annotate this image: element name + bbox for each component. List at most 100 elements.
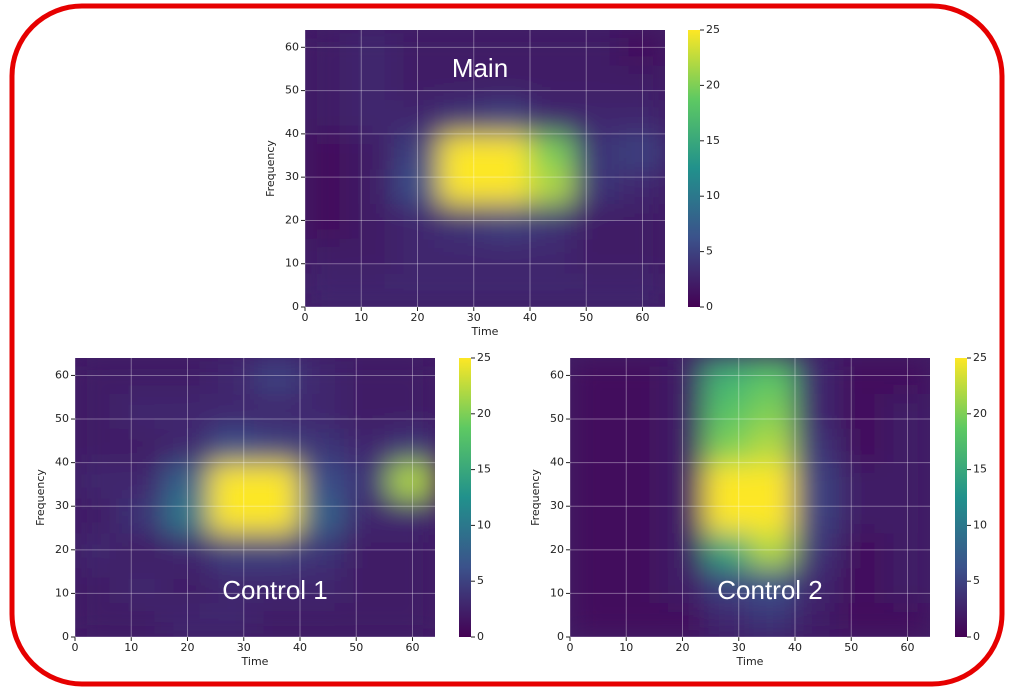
heatmap-cell xyxy=(305,202,351,239)
colorbar-tick-label: 25 xyxy=(706,23,720,36)
x-tick-label: 30 xyxy=(732,641,746,654)
colorbar-tick-label: 25 xyxy=(477,351,491,364)
heatmap-cell xyxy=(209,601,256,637)
panel-title: Main xyxy=(452,53,508,83)
heatmap-cell xyxy=(839,426,886,464)
heatmap-cell xyxy=(305,132,351,170)
heatmap-cell xyxy=(254,391,301,429)
heatmap-cell xyxy=(349,98,396,135)
panel-title: Control 2 xyxy=(717,575,823,605)
heatmap-cell xyxy=(659,531,706,569)
heatmap-cell xyxy=(254,566,301,604)
heatmap-cell xyxy=(164,601,211,637)
heatmap-cell xyxy=(839,391,886,429)
heatmap-cell xyxy=(574,30,621,66)
heatmap-cell xyxy=(484,236,531,274)
heatmap-cell xyxy=(344,391,391,429)
y-tick-label: 10 xyxy=(285,257,299,270)
colorbar-tick-label: 20 xyxy=(477,407,491,420)
heatmap-cell xyxy=(119,566,166,604)
heatmap-cell xyxy=(119,496,166,534)
heatmap-cell xyxy=(574,132,621,170)
heatmap-cell xyxy=(164,531,211,569)
panel-title: Control 1 xyxy=(222,575,328,605)
x-tick-label: 40 xyxy=(788,641,802,654)
heatmap-cell xyxy=(394,202,441,239)
heatmap-cell xyxy=(254,426,301,464)
heatmap-cell xyxy=(75,426,121,464)
heatmap-cell xyxy=(254,601,301,637)
heatmap-cell xyxy=(884,566,930,604)
heatmap-cell xyxy=(794,461,841,499)
y-tick-label: 50 xyxy=(550,412,564,425)
heatmap-cell xyxy=(439,63,486,101)
heatmap-cell xyxy=(749,391,796,429)
y-tick-label: 10 xyxy=(55,586,69,599)
heatmap-cell xyxy=(484,202,531,239)
heatmap-cell xyxy=(484,30,531,66)
heatmap-cell xyxy=(119,601,166,637)
heatmap-cell xyxy=(619,98,665,135)
heatmap-cell xyxy=(529,167,576,205)
heatmap-cell xyxy=(570,426,616,464)
heatmap-cell xyxy=(659,426,706,464)
heatmap-cell xyxy=(119,531,166,569)
heatmap-cell xyxy=(659,566,706,604)
heatmap-cell xyxy=(344,358,391,394)
heatmap-cell xyxy=(614,461,661,499)
heatmap-cells xyxy=(570,358,930,637)
x-tick-label: 20 xyxy=(181,641,195,654)
heatmap-cell xyxy=(349,236,396,274)
x-tick-label: 60 xyxy=(901,641,915,654)
heatmap-cell xyxy=(704,391,751,429)
heatmap-cell xyxy=(570,531,616,569)
heatmap-cell xyxy=(529,30,576,66)
heatmap-cell xyxy=(389,461,435,499)
x-tick-label: 20 xyxy=(411,311,425,324)
heatmap xyxy=(305,30,665,307)
heatmap-cell xyxy=(389,566,435,604)
x-tick-label: 50 xyxy=(579,311,593,324)
heatmap-cell xyxy=(75,566,121,604)
colorbar xyxy=(459,358,471,637)
heatmap-cell xyxy=(209,358,256,394)
heatmap-cell xyxy=(439,132,486,170)
heatmap-cell xyxy=(704,461,751,499)
heatmap-cell xyxy=(574,271,621,307)
heatmap-cell xyxy=(484,132,531,170)
y-tick-label: 40 xyxy=(55,456,69,469)
heatmap-cell xyxy=(839,461,886,499)
heatmap-cell xyxy=(254,461,301,499)
heatmap-cell xyxy=(619,132,665,170)
heatmap-cell xyxy=(75,496,121,534)
heatmap xyxy=(75,358,435,637)
colorbar-tick-label: 0 xyxy=(477,630,484,643)
heatmap-cell xyxy=(749,601,796,637)
x-tick-label: 30 xyxy=(237,641,251,654)
heatmap-cell xyxy=(349,63,396,101)
heatmap-cell xyxy=(704,496,751,534)
heatmap-cell xyxy=(119,461,166,499)
x-axis-label: Time xyxy=(736,655,764,668)
heatmap-cell xyxy=(75,391,121,429)
x-tick-label: 10 xyxy=(619,641,633,654)
y-axis-label: Frequency xyxy=(529,469,542,526)
heatmap-cell xyxy=(614,601,661,637)
heatmap-cell xyxy=(394,132,441,170)
heatmap-cell xyxy=(389,496,435,534)
colorbar-tick-label: 15 xyxy=(477,463,491,476)
heatmap-cell xyxy=(659,391,706,429)
heatmap-cell xyxy=(614,391,661,429)
x-tick-label: 0 xyxy=(302,311,309,324)
heatmap-cell xyxy=(794,601,841,637)
x-tick-label: 50 xyxy=(349,641,363,654)
heatmap-cell xyxy=(794,391,841,429)
heatmap xyxy=(570,358,930,637)
heatmap-cell xyxy=(299,531,346,569)
heatmap-cells xyxy=(305,30,665,307)
heatmap-cell xyxy=(884,496,930,534)
heatmap-cell xyxy=(794,358,841,394)
heatmap-cell xyxy=(884,391,930,429)
heatmap-cell xyxy=(614,566,661,604)
x-tick-label: 10 xyxy=(354,311,368,324)
